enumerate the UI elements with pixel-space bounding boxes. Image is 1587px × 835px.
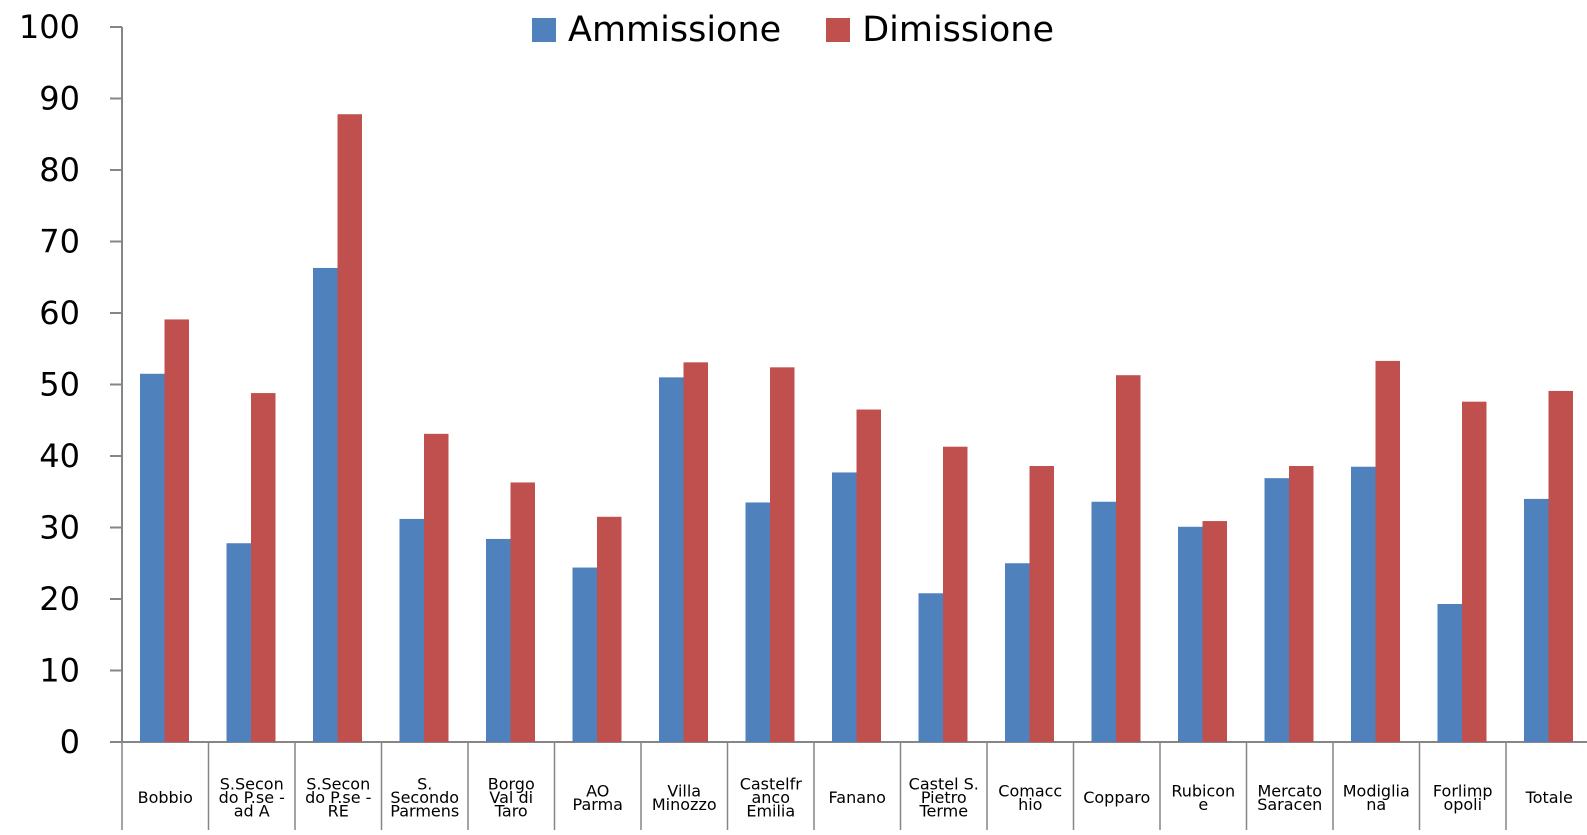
bar-dimissione [1289,466,1314,742]
x-category-label: Emilia [746,802,795,821]
bar-dimissione [510,482,535,742]
x-category-label: Rubicon [1171,781,1235,800]
legend-swatch-dimissione [826,18,851,42]
x-category-label: opoli [1443,795,1482,814]
x-category-label: e [1198,795,1208,814]
legend-label-ammissione: Ammissione [568,10,782,50]
bar-ammissione [399,518,424,742]
bar-dimissione [683,362,708,742]
y-tick-label: 40 [39,437,80,475]
bar-ammissione [1437,604,1462,742]
legend-item-dimissione: Dimissione [826,10,1054,50]
y-tick-label: 30 [39,509,80,547]
x-category-label: S.Secon [220,775,284,794]
x-category-label: na [1366,795,1386,814]
bar-ammissione [1351,466,1376,742]
bar-dimissione [1116,375,1141,742]
bar-dimissione [337,114,362,743]
x-category-label: RE [328,802,349,821]
x-category-label: ad A [234,802,270,821]
bar-ammissione [313,267,338,742]
x-category-label: Val di [489,788,533,807]
x-category-label: Mercato [1257,781,1322,800]
x-category-label: Modiglia [1343,781,1410,800]
bar-ammissione [1178,526,1203,742]
x-category-label: Parmens [390,802,459,821]
bar-dimissione [1548,390,1573,742]
x-category-label: Comacc [998,781,1062,800]
bar-dimissione [597,516,622,742]
bar-ammissione [486,538,511,742]
x-category-label: anco [751,788,790,807]
bar-dimissione [424,433,449,742]
bar-dimissione [856,409,881,742]
bar-dimissione [164,319,189,742]
bar-dimissione [1462,401,1487,742]
bar-ammissione [745,502,770,742]
legend-label-dimissione: Dimissione [862,10,1055,50]
y-tick-label: 10 [39,652,80,690]
x-category-label: Villa [667,781,701,800]
x-category-label: S. [417,775,432,794]
bar-ammissione [832,472,857,742]
legend-swatch-ammissione [532,18,556,42]
bar-dimissione [770,367,795,742]
x-category-label: S.Secon [306,775,370,794]
x-category-label: do P.se - [305,788,371,807]
x-category-label: Secondo [390,788,459,807]
x-category-label: Forlimp [1433,781,1493,800]
legend-item-ammissione: Ammissione [532,10,781,50]
y-tick-label: 60 [39,294,80,332]
bar-dimissione [1375,360,1400,742]
y-tick-label: 100 [19,8,80,46]
x-category-label: Castel S. [909,775,979,794]
x-category-label: Minozzo [652,795,717,814]
y-tick-label: 90 [39,80,80,118]
x-category-label: Parma [573,795,623,814]
bar-ammissione [572,567,597,742]
x-category-label: Copparo [1083,788,1150,807]
x-category-label: Saracen [1257,795,1322,814]
bar-dimissione [1029,466,1054,742]
x-category-label: Pietro [921,788,967,807]
bar-ammissione [140,373,165,742]
x-category-label: AO [586,781,609,800]
bar-ammissione [1264,478,1289,742]
bar-ammissione [918,593,943,742]
bar-dimissione [1202,521,1227,742]
y-tick-label: 70 [39,223,80,261]
x-category-label: Terme [918,802,968,821]
x-category-label: Taro [494,802,528,821]
x-category-label: Fanano [829,788,886,807]
chart-legend: Ammissione Dimissione [532,10,1099,50]
bar-dimissione [943,446,968,742]
x-category-label: do P.se - [219,788,285,807]
y-tick-label: 50 [39,366,80,404]
bar-ammissione [1005,563,1030,742]
y-tick-label: 20 [39,580,80,618]
bar-dimissione [251,393,276,742]
x-category-label: Castelfr [740,775,803,794]
bar-ammissione [226,543,251,742]
x-category-label: Bobbio [138,788,193,807]
x-category-label: Borgo [488,775,535,794]
bar-ammissione [659,377,684,742]
x-category-label: hio [1018,795,1042,814]
y-tick-label: 80 [39,151,80,189]
y-tick-label: 0 [60,723,80,761]
bar-ammissione [1524,498,1549,742]
bar-ammissione [1091,501,1116,742]
x-category-label: Totale [1525,788,1573,807]
